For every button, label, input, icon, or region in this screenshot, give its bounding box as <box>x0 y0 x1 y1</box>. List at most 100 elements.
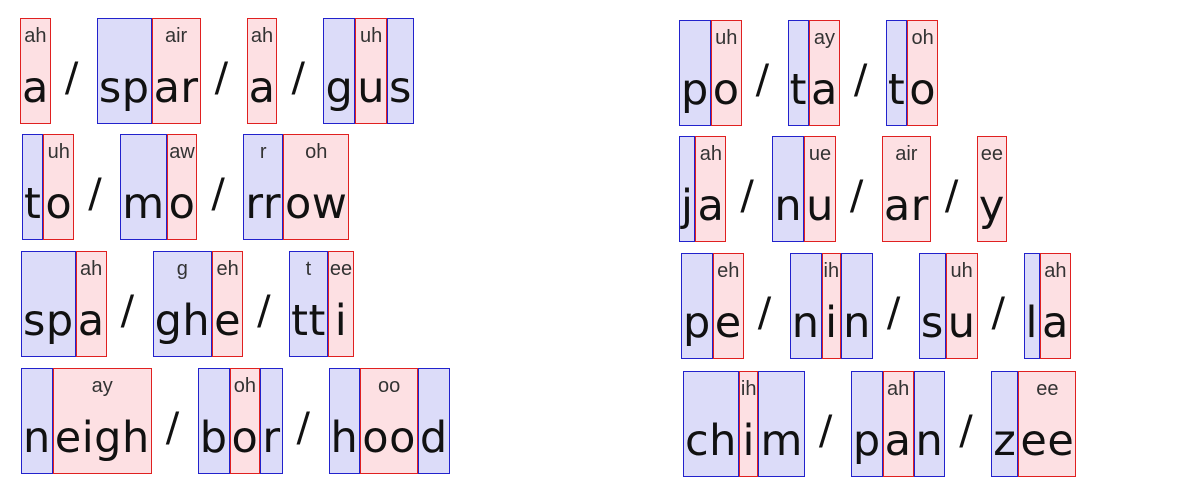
syllable-group: p uh o <box>679 20 742 126</box>
letters: sp <box>23 296 74 346</box>
sound-label: ee <box>980 143 1003 165</box>
sound-label: ih <box>823 260 840 282</box>
letters: rr <box>245 179 281 229</box>
letters: n <box>791 298 820 348</box>
syllable-group: t ay a <box>787 20 840 126</box>
sound-label: eh <box>717 260 740 282</box>
letters: a <box>697 181 725 231</box>
letters: t <box>24 179 42 229</box>
syllable-group: t uh o <box>22 134 75 240</box>
consonant-segment: j <box>679 136 696 242</box>
syllable-group: ah a <box>246 18 278 124</box>
letters: o <box>168 179 196 229</box>
letters: gh <box>154 296 211 346</box>
syllable-group: t oh o <box>885 20 939 126</box>
sound-label: eh <box>216 258 239 280</box>
letters: r <box>262 413 281 463</box>
letters: ee <box>1020 416 1075 466</box>
syllable-group: air ar <box>881 136 931 242</box>
sound-label: t <box>305 258 312 280</box>
letters: ow <box>285 179 348 229</box>
syllable-group: m aw o <box>120 134 198 240</box>
sound-label: ue <box>808 143 832 165</box>
consonant-segment: d <box>417 368 450 474</box>
sound-label: r <box>259 141 267 163</box>
syllable-separator: / <box>757 290 772 336</box>
consonant-segment: p <box>679 20 711 126</box>
consonant-segment: sp <box>96 18 152 124</box>
syllable-group: ee y <box>976 136 1007 242</box>
consonant-segment: g <box>323 18 356 124</box>
vowel-segment: oh o <box>907 20 939 126</box>
letters: u <box>357 63 386 113</box>
consonant-segment: m <box>120 134 167 240</box>
vowel-segment: ue u <box>804 136 836 242</box>
syllable-group: g gh eh e <box>152 251 244 357</box>
vowel-segment: uh o <box>43 134 75 240</box>
consonant-segment: ch <box>683 371 739 477</box>
syllable-separator: / <box>853 57 868 103</box>
vowel-segment: ah a <box>1040 253 1071 359</box>
letters: eigh <box>54 413 150 463</box>
consonant-segment: s <box>387 18 414 124</box>
syllable-separator: / <box>296 405 310 451</box>
letters: o <box>909 65 937 115</box>
syllable-group: l ah a <box>1023 253 1071 359</box>
letters: p <box>681 65 709 115</box>
letters: tt <box>291 296 326 346</box>
sound-label: g <box>176 258 188 280</box>
consonant-segment: l <box>1023 253 1040 359</box>
syllable-group: p eh e <box>681 253 744 359</box>
syllable-group: p ah a n <box>850 371 946 477</box>
sound-label: ah <box>250 25 274 47</box>
word-ja-nu-ar-y: j ah a / n ue u / air ar / ee y <box>679 136 1007 242</box>
syllable-group: r rr oh ow <box>243 134 350 240</box>
word-po-ta-to: p uh o / t ay a / t oh o <box>679 20 939 126</box>
letters: ch <box>685 416 737 466</box>
letters: j <box>681 181 694 231</box>
syllable-group: z ee ee <box>991 371 1077 477</box>
letters: o <box>231 413 259 463</box>
sound-label: uh <box>950 260 973 282</box>
letters: a <box>810 65 838 115</box>
letters: e <box>214 296 242 346</box>
vowel-segment: ee ee <box>1018 371 1077 477</box>
letters: oo <box>362 413 416 463</box>
consonant-segment: p <box>850 371 883 477</box>
consonant-segment: m <box>758 371 805 477</box>
vowel-segment: ah a <box>246 18 278 124</box>
vowel-segment: uh u <box>945 253 978 359</box>
word-to-mo-rrow: t uh o / m aw o / r rr oh ow <box>22 134 350 240</box>
consonant-segment: n <box>913 371 946 477</box>
letters: ar <box>153 63 199 113</box>
vowel-segment: ih i <box>738 371 759 477</box>
syllable-group: ch ih i m <box>683 371 805 477</box>
letters: u <box>806 181 834 231</box>
letters: m <box>760 416 803 466</box>
letters: t <box>887 65 906 115</box>
syllable-group: b oh o r <box>197 368 283 474</box>
vowel-segment: eh e <box>212 251 244 357</box>
syllable-group: h oo oo d <box>328 368 450 474</box>
sound-label: aw <box>169 141 195 163</box>
sound-label: ah <box>1044 260 1067 282</box>
sound-label: oh <box>233 375 257 397</box>
consonant-segment: n <box>21 368 53 474</box>
sound-label: uh <box>715 27 738 49</box>
consonant-segment: n <box>789 253 822 359</box>
letters: a <box>248 63 276 113</box>
vowel-segment: ah a <box>882 371 914 477</box>
consonant-segment: t tt <box>289 251 328 357</box>
consonant-segment: sp <box>21 251 76 357</box>
letters: h <box>330 413 359 463</box>
sound-label: uh <box>360 25 383 47</box>
syllable-separator: / <box>211 171 225 217</box>
syllable-group: n ay eigh <box>21 368 152 474</box>
letters: sp <box>98 63 150 113</box>
letters: b <box>199 413 228 463</box>
letters: o <box>712 65 740 115</box>
syllable-group: g uh u s <box>323 18 414 124</box>
syllable-separator: / <box>818 408 833 454</box>
letters: s <box>920 298 944 348</box>
vowel-segment: ah a <box>695 136 727 242</box>
